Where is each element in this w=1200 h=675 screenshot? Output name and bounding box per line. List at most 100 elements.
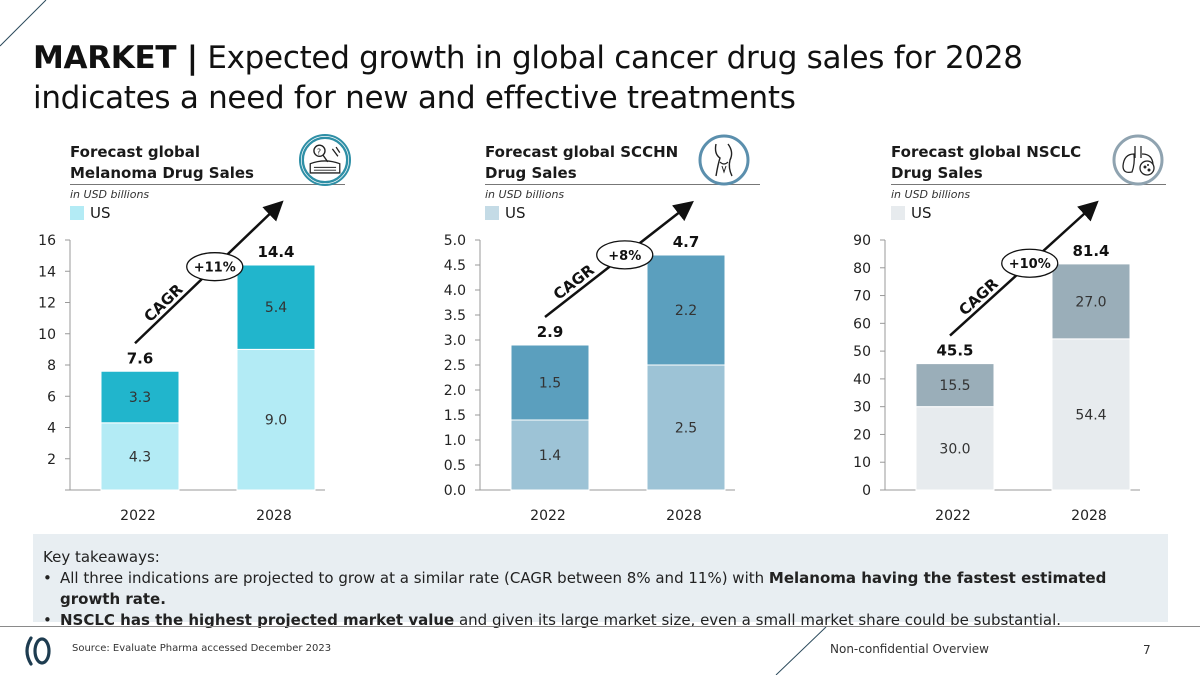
bar-total-label: 2.9 <box>537 323 564 341</box>
cagr-badge <box>1001 248 1059 278</box>
legend-label: US <box>90 204 111 222</box>
skin-lesion-icon: ? <box>299 134 351 186</box>
bar-segment <box>1051 338 1131 491</box>
y-tick-label: 4.5 <box>444 258 466 274</box>
y-tick-label: 2.5 <box>444 358 466 374</box>
bar-value-label: 5.4 <box>265 300 287 316</box>
cagr-label: CAGR <box>140 280 186 325</box>
throat-icon <box>698 134 750 186</box>
y-tick-label: 12 <box>38 296 56 312</box>
y-tick-label: 16 <box>38 233 56 249</box>
y-tick-label: 40 <box>853 372 871 388</box>
takeaway-text: and given its large market size, even a … <box>454 611 1062 629</box>
x-tick-label: 2022 <box>120 508 156 524</box>
cagr-label: CAGR <box>955 274 1002 319</box>
cagr-value: +8% <box>608 249 641 264</box>
y-tick-label: 14 <box>38 264 56 280</box>
bar-segment <box>510 419 590 491</box>
y-tick-label: 60 <box>853 316 871 332</box>
panel-unit: in USD billions <box>485 188 565 201</box>
bar-segment <box>646 364 726 491</box>
legend-swatch <box>485 206 499 220</box>
y-tick-label: 80 <box>853 261 871 277</box>
bar-total-label: 4.7 <box>673 233 700 251</box>
y-tick-label: 2.0 <box>444 383 466 399</box>
panel-unit: in USD billions <box>891 188 971 201</box>
bar-value-label: 9.0 <box>265 413 287 429</box>
bar-total-label: 45.5 <box>936 342 973 360</box>
lungs-icon <box>1112 134 1164 186</box>
panel-nsclc: Forecast global NSCLC Drug Sales in USD … <box>891 132 1200 532</box>
bar-total-label: 81.4 <box>1072 242 1109 260</box>
y-tick-label: 50 <box>853 344 871 360</box>
y-tick-label: 20 <box>853 427 871 443</box>
takeaway-bold: Melanoma having the fastest estimated gr… <box>60 569 1107 608</box>
x-tick-label: 2028 <box>666 508 702 524</box>
bar-value-label: 2.5 <box>675 421 697 437</box>
y-tick-label: 6 <box>47 389 56 405</box>
panel-header: Forecast global NSCLC Drug Sales <box>891 137 1166 185</box>
legend: US <box>70 204 111 222</box>
melanoma-chart: 2 4 6 8 10 12 14 16 4.3 3.3 7.6 2022 9.0 5.4 14.4 2028 C… <box>38 200 325 524</box>
bar-segment <box>100 422 180 491</box>
y-tick-label: 70 <box>853 289 871 305</box>
y-tick-label: 0 <box>862 483 871 499</box>
takeaway-text: All three indications are projected to g… <box>60 569 769 587</box>
y-tick-label: 3.5 <box>444 308 466 324</box>
y-tick-label: 4.0 <box>444 283 466 299</box>
bar-value-label: 2.2 <box>675 303 697 319</box>
y-tick-label: 90 <box>853 233 871 249</box>
takeaway-bold: NSCLC has the highest projected market v… <box>60 611 455 629</box>
bar-segment <box>236 264 316 350</box>
panel-title: Forecast global Melanoma Drug Sales <box>70 143 254 182</box>
bar-segment <box>236 348 316 491</box>
y-tick-label: 2 <box>47 452 56 468</box>
panel-melanoma: Forecast global Melanoma Drug Sales ? in… <box>70 132 450 532</box>
cagr-badge <box>186 252 244 282</box>
x-tick-label: 2028 <box>1071 508 1107 524</box>
legend: US <box>891 204 932 222</box>
legend-label: US <box>911 204 932 222</box>
svg-text:?: ? <box>317 146 321 156</box>
cagr-value: +11% <box>194 261 236 276</box>
y-tick-label: 1.0 <box>444 433 466 449</box>
scchn-chart: 0.0 0.5 1.0 1.5 2.0 2.5 3.0 3.5 4.0 4.5 5.0 1.4 1.5 2… <box>444 200 735 524</box>
nsclc-chart: 0 10 20 30 40 50 60 70 80 90 30.0 15.5 45.5 2022 54.4 2… <box>853 200 1140 524</box>
legend-label: US <box>505 204 526 222</box>
y-tick-label: 8 <box>47 358 56 374</box>
y-tick-label: 3.0 <box>444 333 466 349</box>
bar-total-label: 7.6 <box>127 349 154 367</box>
source-note: Source: Evaluate Pharma accessed Decembe… <box>72 643 332 654</box>
bar-segment <box>510 344 590 421</box>
panel-title: Forecast global SCCHN Drug Sales <box>485 143 679 182</box>
footer-label: Non-confidential Overview <box>830 642 989 656</box>
legend-swatch <box>70 206 84 220</box>
footer-divider <box>0 626 1200 627</box>
bar-value-label: 1.5 <box>539 376 561 392</box>
y-tick-label: 30 <box>853 400 871 416</box>
bar-value-label: 1.4 <box>539 448 561 464</box>
bar-total-label: 14.4 <box>257 243 294 261</box>
bar-value-label: 54.4 <box>1075 407 1106 423</box>
bar-segment <box>915 363 995 408</box>
page-title: MARKET | Expected growth in global cance… <box>33 38 1153 118</box>
x-tick-label: 2022 <box>530 508 566 524</box>
y-tick-label: 5.0 <box>444 233 466 249</box>
cagr-value: +10% <box>1009 257 1051 272</box>
y-tick-label: 0.5 <box>444 458 466 474</box>
bar-value-label: 30.0 <box>939 441 970 457</box>
bar-value-label: 3.3 <box>129 390 151 406</box>
y-tick-label: 1.5 <box>444 408 466 424</box>
x-tick-label: 2022 <box>935 508 971 524</box>
key-takeaways: Key takeaways: All three indications are… <box>33 534 1168 631</box>
title-rest: Expected growth in global cancer drug sa… <box>33 40 1023 116</box>
y-tick-label: 10 <box>38 327 56 343</box>
bar-value-label: 4.3 <box>129 449 151 465</box>
panel-header: Forecast global SCCHN Drug Sales <box>485 137 760 185</box>
takeaways-heading: Key takeaways: <box>43 548 160 566</box>
y-tick-label: 4 <box>47 421 56 437</box>
logo-icon <box>25 636 51 666</box>
legend: US <box>485 204 526 222</box>
panel-header: Forecast global Melanoma Drug Sales <box>70 137 345 185</box>
